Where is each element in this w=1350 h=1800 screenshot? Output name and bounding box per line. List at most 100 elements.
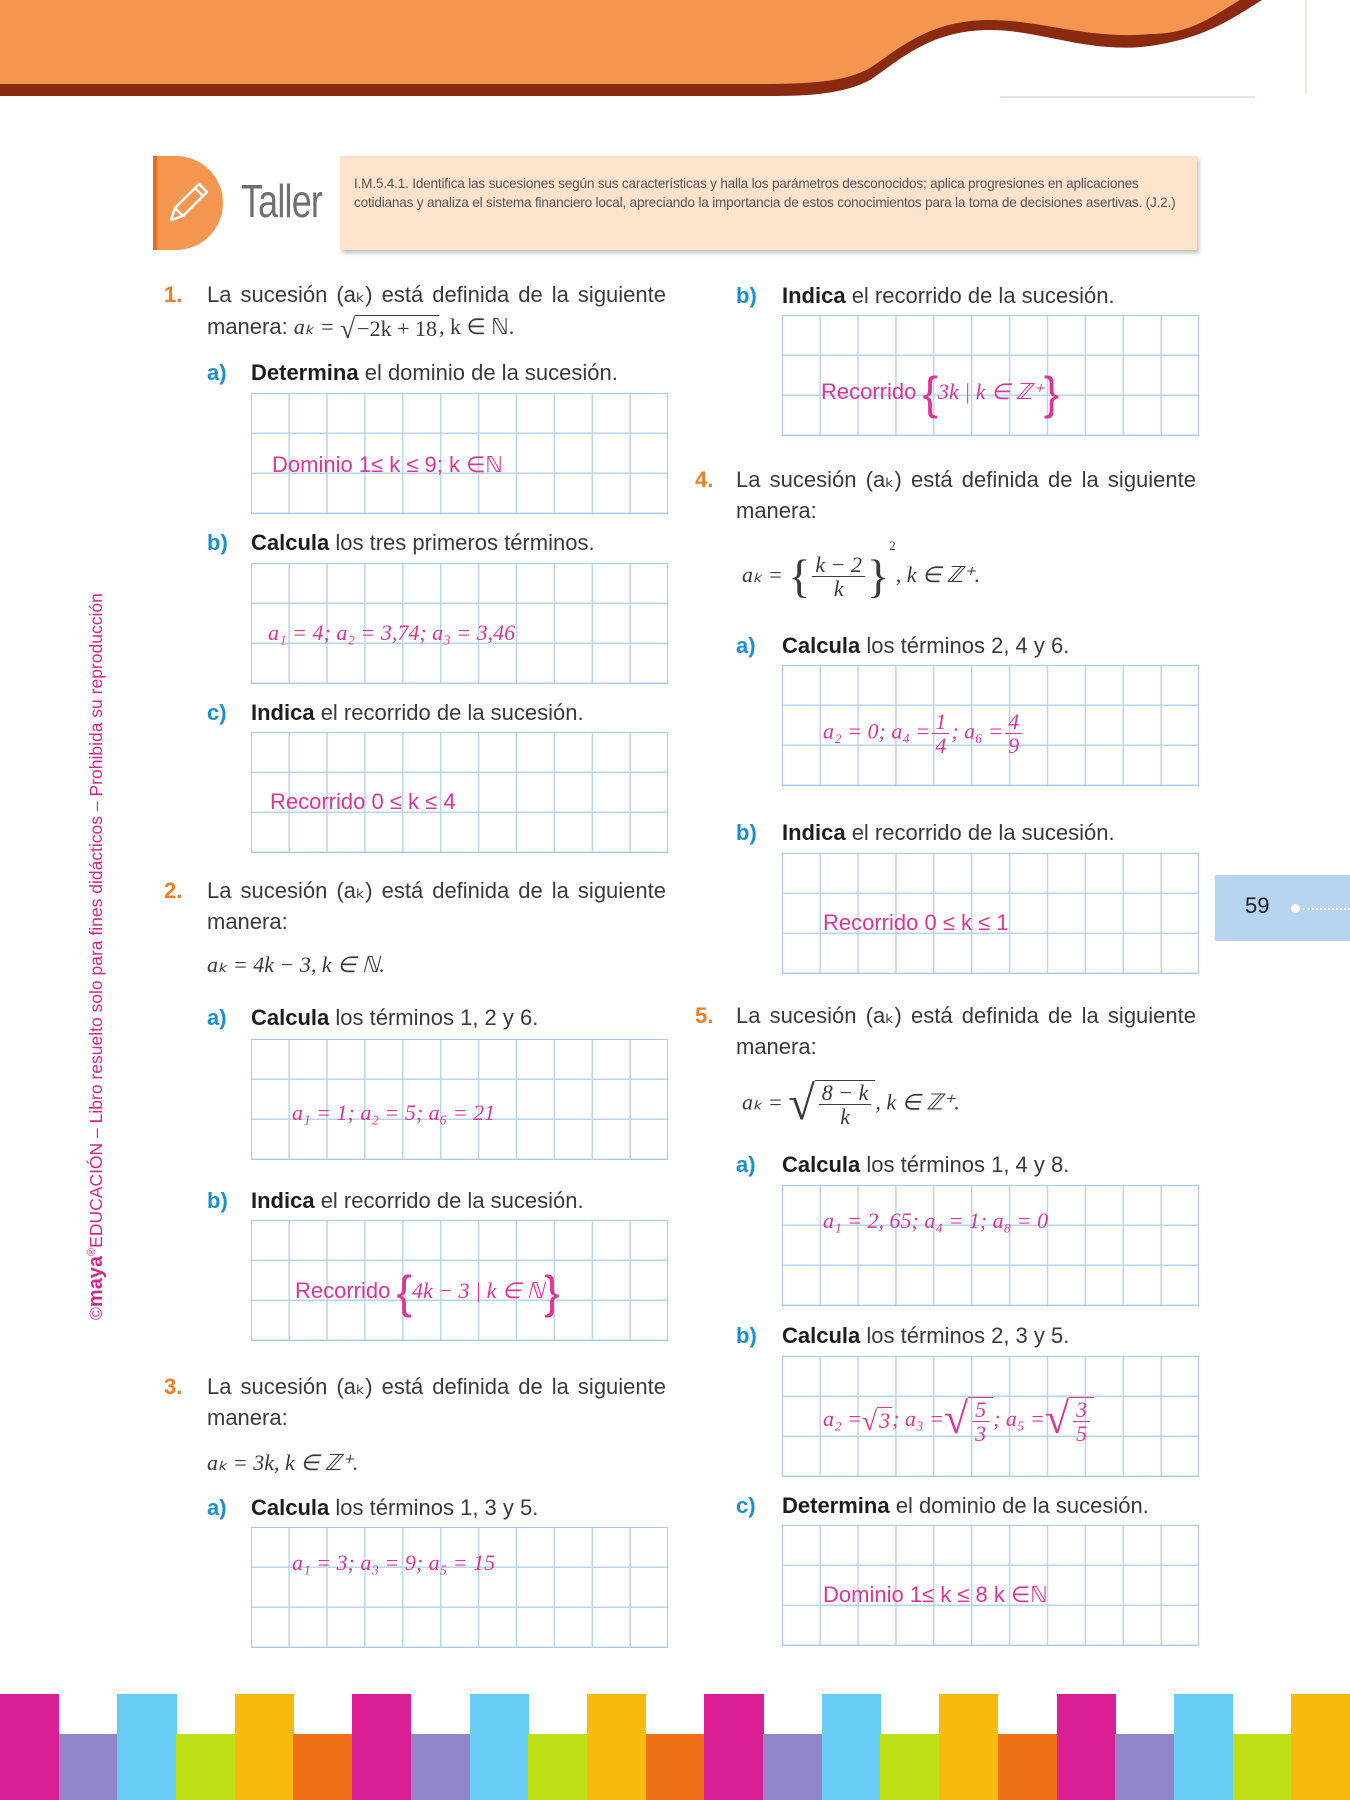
dot-icon <box>1291 904 1300 913</box>
verb: Calcula <box>782 1323 861 1348</box>
footer-stripe <box>763 1734 823 1800</box>
q1a-label: a) <box>207 360 227 385</box>
banner-description-box: I.M.5.4.1. Identifica las sucesiones seg… <box>340 156 1197 250</box>
answer-part: ; a₆ = <box>951 718 1004 744</box>
answer-2b: Recorrido {4k − 3 | k ∈ ℕ} <box>295 1269 560 1315</box>
manera-label: manera: <box>207 314 288 339</box>
answer-grid-5b[interactable]: a₂ = √ 3; a₃ = √ 5 3; a₅ = √ 3 5 <box>782 1356 1199 1477</box>
question-4-formula: aₖ = {k − 2 k}2 , k ∈ ℤ⁺. <box>742 538 980 601</box>
prompt-rest: los términos 2, 3 y 5. <box>860 1323 1070 1348</box>
numerator: k − 2 <box>812 553 866 578</box>
q5c-label: c) <box>736 1493 756 1518</box>
prompt-rest: el recorrido de la sucesión. <box>845 820 1115 845</box>
formula-domain: , k ∈ ℤ⁺. <box>875 1089 960 1115</box>
dotted-line <box>1303 908 1350 910</box>
answer-3b: Recorrido {3k | k ∈ ℤ⁺} <box>821 370 1059 416</box>
prompt-rest: los términos 1, 3 y 5. <box>329 1495 539 1520</box>
answer-2a: a₁ = 1; a₂ = 5; a₆ = 21 <box>292 1100 496 1125</box>
q4b-label: b) <box>736 820 757 845</box>
q4a-prompt: Calcula los términos 2, 4 y 6. <box>782 633 1069 659</box>
denominator: k <box>833 576 844 602</box>
answer-part: a₂ = <box>823 1406 862 1432</box>
footer-stripe <box>117 1694 177 1800</box>
answer-grid-4a[interactable]: a₂ = 0; a₄ = 1 4; a₆ = 4 9 <box>782 665 1199 786</box>
q3b-prompt: Indica el recorrido de la sucesión. <box>782 283 1115 309</box>
brand-logo: maya <box>84 1255 107 1308</box>
sqrt: √ −2k + 18 <box>340 313 439 345</box>
question-1-text: La sucesión (aₖ) está definida de la sig… <box>207 282 666 307</box>
footer-stripe <box>704 1694 764 1800</box>
q3a-prompt: Calcula los términos 1, 3 y 5. <box>251 1495 538 1521</box>
prompt-rest: el recorrido de la sucesión. <box>314 1188 584 1213</box>
question-4-manera: manera: <box>736 498 817 523</box>
answer-grid-1a[interactable]: Dominio 1≤ k ≤ 9; k ∈ℕ <box>251 393 668 514</box>
answer-grid-1b[interactable]: a₁ = 4; a₂ = 3,74; a₃ = 3,46 <box>251 563 668 684</box>
prompt-rest: los términos 1, 4 y 8. <box>860 1152 1070 1177</box>
page-number-tab: 59 <box>1215 875 1350 941</box>
q1a-prompt: Determina el dominio de la sucesión. <box>251 360 618 386</box>
answer-grid-2a[interactable]: a₁ = 1; a₂ = 5; a₆ = 21 <box>251 1039 668 1160</box>
open-brace: { <box>788 550 811 602</box>
formula-lhs: aₖ = <box>742 1089 783 1115</box>
footer-stripe <box>469 1694 529 1800</box>
footer-stripe <box>528 1734 588 1800</box>
pencil-icon <box>169 182 209 222</box>
sqrt: √ 3 5 <box>1045 1396 1095 1445</box>
q1b-prompt: Calcula los tres primeros términos. <box>251 530 595 556</box>
answer-1c: Recorrido 0 ≤ k ≤ 4 <box>270 789 456 814</box>
recorrido-label: Recorrido <box>295 1277 391 1303</box>
answer-part: a₂ = 0; a₄ = <box>823 718 931 744</box>
answer-grid-3b[interactable]: Recorrido {3k | k ∈ ℤ⁺} <box>782 315 1199 436</box>
q3b-label: b) <box>736 283 757 308</box>
q5b-label: b) <box>736 1323 757 1348</box>
taller-banner: Taller I.M.5.4.1. Identifica las sucesio… <box>153 156 1197 250</box>
footer-stripe <box>234 1694 294 1800</box>
verb: Indica <box>251 1188 315 1213</box>
footer-stripe <box>1232 1734 1292 1800</box>
footer-stripe <box>58 1734 118 1800</box>
prompt-rest: el dominio de la sucesión. <box>358 360 618 385</box>
question-4-text: La sucesión (aₖ) está definida de la sig… <box>736 467 1196 492</box>
radicand: 3 <box>877 1407 893 1434</box>
verb: Calcula <box>782 1152 861 1177</box>
prompt-rest: los términos 1, 2 y 6. <box>329 1005 539 1030</box>
q1c-prompt: Indica el recorrido de la sucesión. <box>251 700 584 726</box>
copyright-symbol: © <box>85 1307 106 1320</box>
range-set: 4k − 3 | k ∈ ℕ <box>411 1277 545 1303</box>
footer-stripe <box>939 1694 999 1800</box>
answer-grid-5a[interactable]: a₁ = 2, 65; a₄ = 1; a₈ = 0 <box>782 1185 1199 1306</box>
numerator: 4 <box>1005 710 1023 735</box>
close-brace: } <box>867 550 890 602</box>
q2a-label: a) <box>207 1005 227 1030</box>
prompt-rest: los tres primeros términos. <box>329 530 595 555</box>
verb: Calcula <box>251 530 330 555</box>
numerator: 5 <box>972 1398 990 1423</box>
verb: Determina <box>251 360 359 385</box>
answer-grid-1c[interactable]: Recorrido 0 ≤ k ≤ 4 <box>251 732 668 853</box>
q2b-label: b) <box>207 1188 228 1213</box>
q4b-prompt: Indica el recorrido de la sucesión. <box>782 820 1115 846</box>
answer-grid-3a[interactable]: a₁ = 3; a₃ = 9; a₅ = 15 <box>251 1527 668 1648</box>
question-2-manera: manera: <box>207 909 288 934</box>
footer-stripe <box>880 1734 940 1800</box>
answer-3a: a₁ = 3; a₃ = 9; a₅ = 15 <box>292 1550 496 1575</box>
footer-color-stripes <box>0 1694 1350 1800</box>
formula-lhs: aₖ = <box>293 314 335 339</box>
formula-domain: , k ∈ ℕ. <box>438 314 515 339</box>
prompt-rest: el recorrido de la sucesión. <box>314 700 584 725</box>
question-5-manera: manera: <box>736 1034 817 1059</box>
answer-grid-4b[interactable]: Recorrido 0 ≤ k ≤ 1 <box>782 853 1199 974</box>
answer-grid-5c[interactable]: Dominio 1≤ k ≤ 8 k ∈ℕ <box>782 1525 1199 1646</box>
answer-part: ; a₅ = <box>993 1406 1045 1432</box>
answer-grid-2b[interactable]: Recorrido {4k − 3 | k ∈ ℕ} <box>251 1220 668 1341</box>
radicand: −2k + 18 <box>355 315 439 342</box>
question-3-formula: aₖ = 3k, k ∈ ℤ⁺. <box>207 1450 359 1475</box>
formula-lhs: aₖ = <box>742 562 783 587</box>
recorrido-label: Recorrido <box>821 378 917 404</box>
numerator: 1 <box>932 710 950 735</box>
answer-4b: Recorrido 0 ≤ k ≤ 1 <box>823 910 1009 935</box>
banner-title: Taller <box>241 175 323 227</box>
